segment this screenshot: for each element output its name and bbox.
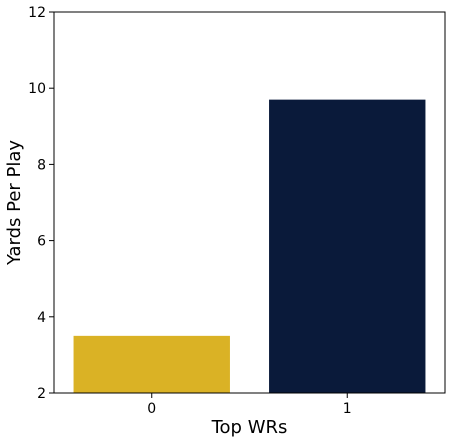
x-axis-title: Top WRs (211, 417, 288, 438)
y-tick-label: 10 (28, 81, 46, 97)
y-axis: 2 4 6 8 10 12 (28, 5, 54, 402)
y-tick-label: 2 (37, 386, 46, 402)
bars-group (74, 100, 426, 393)
y-tick-label: 4 (37, 310, 46, 326)
bar-0 (74, 336, 230, 393)
y-axis-title: Yards Per Play (4, 140, 25, 266)
bar-1 (269, 100, 425, 393)
y-tick-label: 8 (37, 157, 46, 173)
x-tick-label: 0 (147, 401, 156, 417)
y-tick-label: 6 (37, 234, 46, 250)
x-tick-label: 1 (343, 401, 352, 417)
y-tick-label: 12 (28, 5, 46, 21)
